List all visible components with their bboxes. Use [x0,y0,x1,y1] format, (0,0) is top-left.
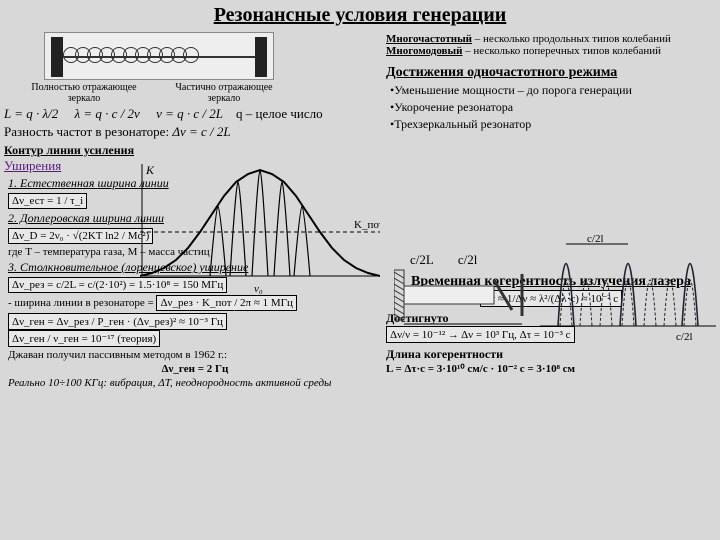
eq-gen: Δν_ген = Δν_рез / P_ген · (Δν_рез)² ≈ 10… [8,313,227,330]
eq-lambda: λ = q · c / 2ν [75,106,140,121]
javan-text: Джаван получил пассивным методом в 1962 … [8,349,382,361]
multimode-h: Многомодовый [386,45,462,57]
bullet-trimirror: •Трехзеркальный резонатор [390,117,716,132]
cavity-diagram [44,32,274,80]
three-mirror-diagram [394,262,534,332]
svg-text:c/2l: c/2l [587,233,604,245]
svg-text:K: K [145,164,155,177]
eq-gen-rel: Δν_ген / ν_ген = 10⁻¹⁷ (теория) [8,330,160,347]
eq-L: L = q · λ/2 [4,106,58,121]
mirror-partial-icon [255,37,267,77]
achieve-heading: Достижения одночастотного режима [386,65,716,81]
eq-doppler: Δν_D = 2ν₀ · √(2KT ln2 / Mc²) [8,228,153,244]
eq-linewidth: Δν_рез · K_пот / 2π ≈ 1 МГц [156,295,297,311]
bullet-power: •Уменьшение мощности – до порога генерац… [390,83,716,98]
mirror-full-icon [51,37,63,77]
label-partial-mirror: Частично отражающее зеркало [164,82,284,104]
eq-nu: ν = q · c / 2L [156,106,223,121]
bullet-shorten: •Укорочение резонатора [390,100,716,115]
eq-natural: Δν_ест = 1 / τ_i [8,193,87,209]
dnu-eq: Δν = c / 2L [172,124,230,139]
label-full-mirror: Полностью отражающее зеркало [24,82,144,104]
q-desc: q – целое число [236,106,323,121]
Lcoh-eq: L = Δτ·c = 3·10¹⁰ см/с · 10⁻² c = 3·10⁸ … [386,362,716,375]
Lcoh-heading: Длина когерентности [386,347,716,362]
javan-val: Δν_ген = 2 Гц [8,363,382,375]
multifreq-t: – несколько продольных типов колебаний [475,33,671,45]
linewidth-pre: - ширина линии в резонаторе = [8,297,154,309]
gain-contour-chart: K K_пот ν₀ [140,164,380,294]
multimode-t: – несколько поперечных типов колебаний [465,45,661,57]
page-title: Резонансные условия генерации [0,0,720,29]
gain-heading: Контур линии усиления [4,143,382,158]
svg-text:ν₀: ν₀ [254,283,263,294]
dnu-label: Разность частот в резонаторе: [4,124,169,139]
svg-text:c/2l: c/2l [676,331,693,342]
real-text: Реально 10÷100 КГц: вибрация, ΔT, неодно… [8,377,382,389]
svg-text:K_пот: K_пот [354,219,380,231]
standing-wave-icon [67,47,251,67]
multifreq-h: Многочастотный [386,33,472,45]
mode-spectrum-chart: c/2l c/2l [540,232,716,342]
